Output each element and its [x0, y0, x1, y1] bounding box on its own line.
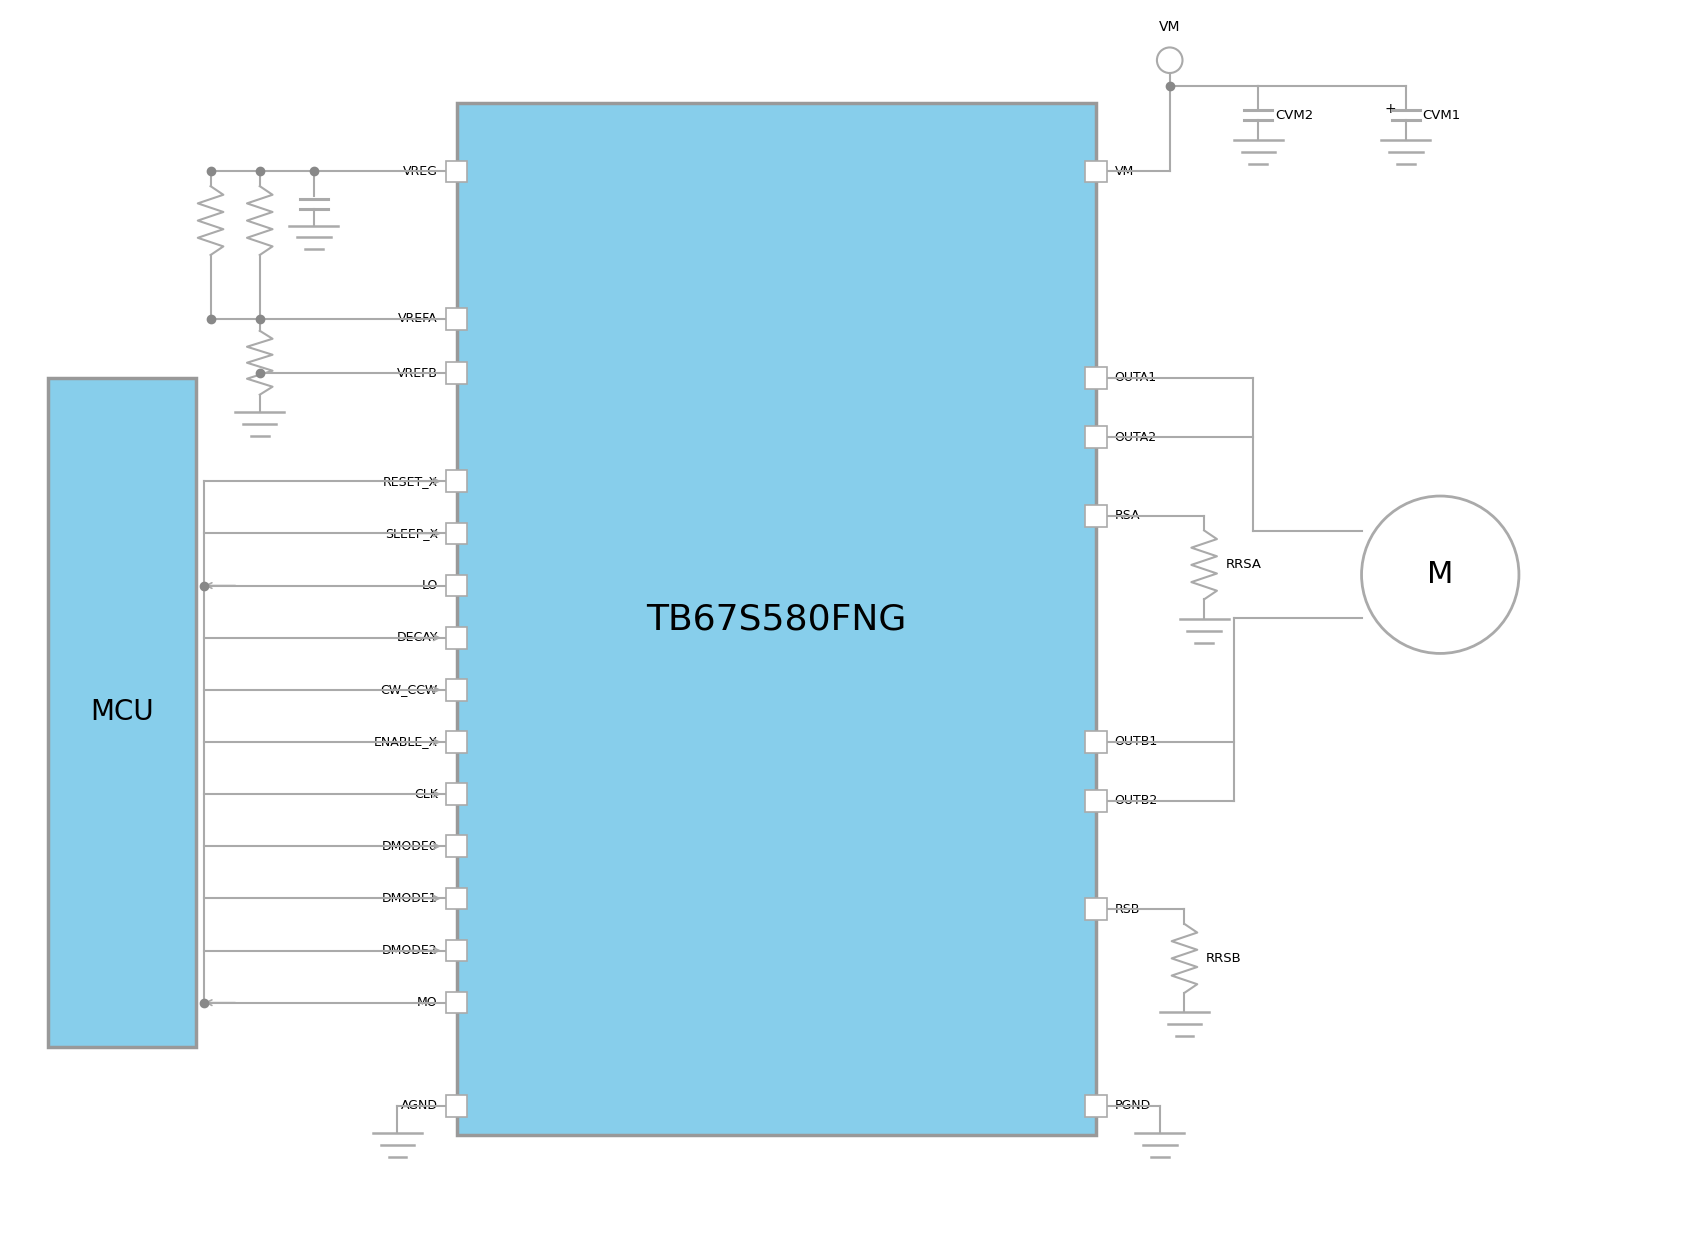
Bar: [457, 103, 1096, 1135]
Text: VREG: VREG: [403, 165, 439, 178]
Bar: [445, 678, 468, 701]
Text: DECAY: DECAY: [396, 631, 439, 644]
Bar: [445, 308, 468, 329]
Text: PGND: PGND: [1115, 1099, 1151, 1113]
Bar: [48, 378, 196, 1047]
Bar: [1085, 1096, 1107, 1117]
Text: VM: VM: [1159, 20, 1180, 33]
Bar: [445, 992, 468, 1014]
Text: SLEEP_X: SLEEP_X: [384, 527, 439, 540]
Text: DMODE0: DMODE0: [382, 839, 439, 853]
Text: MO: MO: [416, 997, 439, 1009]
Bar: [445, 784, 468, 805]
Text: CW_CCW: CW_CCW: [381, 683, 439, 696]
Bar: [445, 522, 468, 545]
Text: DMODE2: DMODE2: [382, 945, 439, 957]
Bar: [445, 836, 468, 857]
Text: OUTB2: OUTB2: [1115, 795, 1158, 807]
Text: AGND: AGND: [401, 1099, 439, 1113]
Bar: [445, 732, 468, 753]
Text: DMODE1: DMODE1: [382, 891, 439, 905]
Text: VREFB: VREFB: [396, 366, 439, 380]
Text: CVM2: CVM2: [1275, 109, 1312, 121]
Bar: [445, 470, 468, 491]
Bar: [1085, 161, 1107, 182]
Bar: [445, 574, 468, 597]
Text: RESET_X: RESET_X: [382, 475, 439, 488]
Bar: [445, 161, 468, 182]
Text: CLK: CLK: [413, 787, 439, 801]
Text: RRSA: RRSA: [1226, 558, 1261, 572]
Bar: [1085, 505, 1107, 526]
Bar: [445, 888, 468, 909]
Text: RSA: RSA: [1115, 509, 1141, 522]
Text: CVM1: CVM1: [1423, 109, 1460, 121]
Text: VM: VM: [1115, 165, 1134, 178]
Bar: [1085, 732, 1107, 753]
Text: OUTB1: OUTB1: [1115, 735, 1158, 749]
Text: ENABLE_X: ENABLE_X: [374, 735, 439, 749]
Text: OUTA2: OUTA2: [1115, 431, 1156, 443]
Text: OUTA1: OUTA1: [1115, 371, 1156, 385]
Text: RRSB: RRSB: [1205, 952, 1243, 964]
Bar: [445, 1096, 468, 1117]
Text: M: M: [1426, 561, 1454, 589]
Text: MCU: MCU: [90, 698, 153, 727]
Text: TB67S580FNG: TB67S580FNG: [646, 602, 906, 636]
Bar: [1085, 426, 1107, 448]
Bar: [1085, 368, 1107, 389]
Bar: [445, 363, 468, 384]
Bar: [1085, 899, 1107, 920]
Text: LO: LO: [422, 579, 439, 592]
Text: VREFA: VREFA: [398, 312, 439, 326]
Bar: [445, 940, 468, 962]
Text: RSB: RSB: [1115, 903, 1141, 916]
Bar: [1085, 790, 1107, 812]
Text: +: +: [1384, 103, 1396, 116]
Bar: [445, 626, 468, 649]
